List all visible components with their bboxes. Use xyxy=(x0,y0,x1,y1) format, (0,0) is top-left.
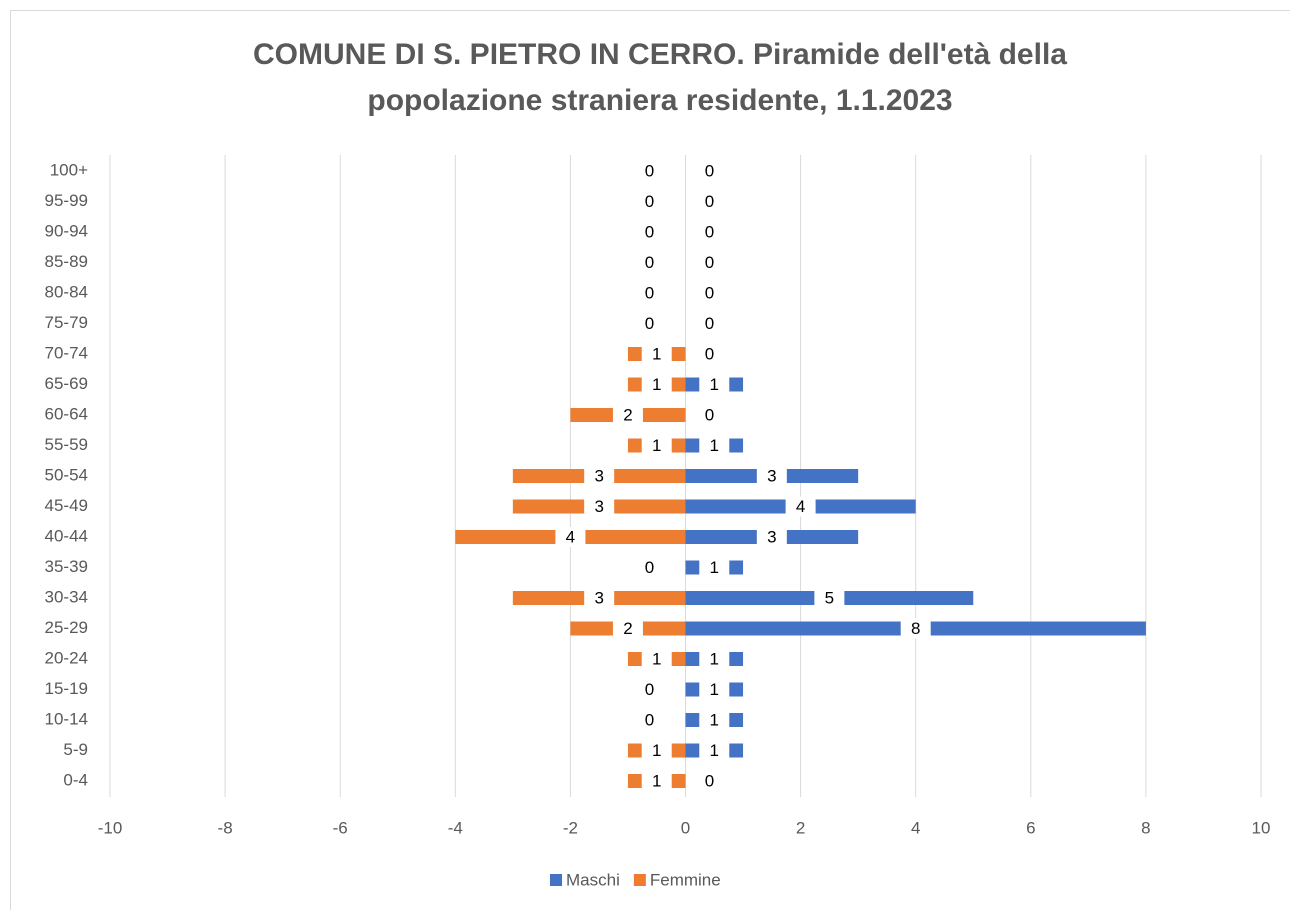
y-tick-label: 30-34 xyxy=(45,587,88,606)
y-tick-label: 35-39 xyxy=(45,557,88,576)
data-label: 1 xyxy=(710,436,719,455)
data-label: 0 xyxy=(705,771,714,790)
data-label: 1 xyxy=(710,680,719,699)
y-tick-label: 60-64 xyxy=(45,404,88,423)
data-label: 0 xyxy=(705,344,714,363)
data-label: 0 xyxy=(645,283,654,302)
y-tick-label: 45-49 xyxy=(45,496,88,515)
data-label: 0 xyxy=(645,680,654,699)
data-label: 0 xyxy=(705,222,714,241)
data-label: 1 xyxy=(710,649,719,668)
legend-label: Maschi xyxy=(566,870,620,889)
data-label: 0 xyxy=(705,161,714,180)
legend-label: Femmine xyxy=(650,870,721,889)
data-label: 0 xyxy=(705,283,714,302)
data-label: 1 xyxy=(652,741,661,760)
y-tick-label: 10-14 xyxy=(45,709,88,728)
data-label: 3 xyxy=(594,497,603,516)
data-label: 5 xyxy=(825,588,834,607)
data-label: 0 xyxy=(645,222,654,241)
x-tick-label: -10 xyxy=(98,818,123,837)
y-tick-label: 100+ xyxy=(50,160,88,179)
y-tick-label: 90-94 xyxy=(45,221,88,240)
data-label: 0 xyxy=(705,253,714,272)
data-label: 0 xyxy=(705,192,714,211)
x-tick-label: 0 xyxy=(681,818,690,837)
x-tick-label: -6 xyxy=(333,818,348,837)
y-tick-label: 80-84 xyxy=(45,282,88,301)
y-tick-label: 40-44 xyxy=(45,526,88,545)
data-label: 0 xyxy=(705,314,714,333)
y-tick-label: 5-9 xyxy=(63,740,88,759)
data-label: 0 xyxy=(645,558,654,577)
data-label: 3 xyxy=(594,588,603,607)
y-tick-label: 70-74 xyxy=(45,343,88,362)
x-tick-label: -2 xyxy=(563,818,578,837)
x-tick-label: 2 xyxy=(796,818,805,837)
data-label: 4 xyxy=(566,527,575,546)
y-tick-label: 20-24 xyxy=(45,648,88,667)
y-tick-label: 75-79 xyxy=(45,313,88,332)
data-label: 1 xyxy=(652,436,661,455)
data-label: 3 xyxy=(767,466,776,485)
x-tick-label: 4 xyxy=(911,818,920,837)
data-label: 1 xyxy=(652,771,661,790)
data-label: 4 xyxy=(796,497,805,516)
data-label: 1 xyxy=(710,710,719,729)
data-label: 0 xyxy=(645,314,654,333)
data-label: 1 xyxy=(652,344,661,363)
x-tick-label: 8 xyxy=(1141,818,1150,837)
data-label: 0 xyxy=(645,253,654,272)
data-label: 2 xyxy=(623,405,632,424)
y-tick-label: 50-54 xyxy=(45,465,88,484)
legend-swatch xyxy=(634,874,646,886)
data-label: 0 xyxy=(645,710,654,729)
y-tick-label: 15-19 xyxy=(45,679,88,698)
data-label: 8 xyxy=(911,619,920,638)
data-label: 1 xyxy=(710,375,719,394)
y-tick-label: 65-69 xyxy=(45,374,88,393)
data-label: 2 xyxy=(623,619,632,638)
legend-swatch xyxy=(550,874,562,886)
chart-title: COMUNE DI S. PIETRO IN CERRO. Piramide d… xyxy=(253,38,1067,71)
data-label: 1 xyxy=(710,558,719,577)
y-tick-label: 85-89 xyxy=(45,252,88,271)
data-label: 0 xyxy=(705,405,714,424)
x-tick-label: 6 xyxy=(1026,818,1035,837)
y-tick-label: 25-29 xyxy=(45,618,88,637)
data-label: 0 xyxy=(645,161,654,180)
chart-title: popolazione straniera residente, 1.1.202… xyxy=(367,84,952,117)
data-label: 0 xyxy=(645,192,654,211)
data-label: 1 xyxy=(652,375,661,394)
data-label: 1 xyxy=(710,741,719,760)
data-label: 1 xyxy=(652,649,661,668)
x-tick-label: -8 xyxy=(218,818,233,837)
data-label: 3 xyxy=(767,527,776,546)
x-tick-label: -4 xyxy=(448,818,463,837)
y-tick-label: 0-4 xyxy=(63,770,88,789)
y-tick-label: 95-99 xyxy=(45,191,88,210)
x-tick-label: 10 xyxy=(1252,818,1271,837)
data-label: 3 xyxy=(594,466,603,485)
y-tick-label: 55-59 xyxy=(45,435,88,454)
